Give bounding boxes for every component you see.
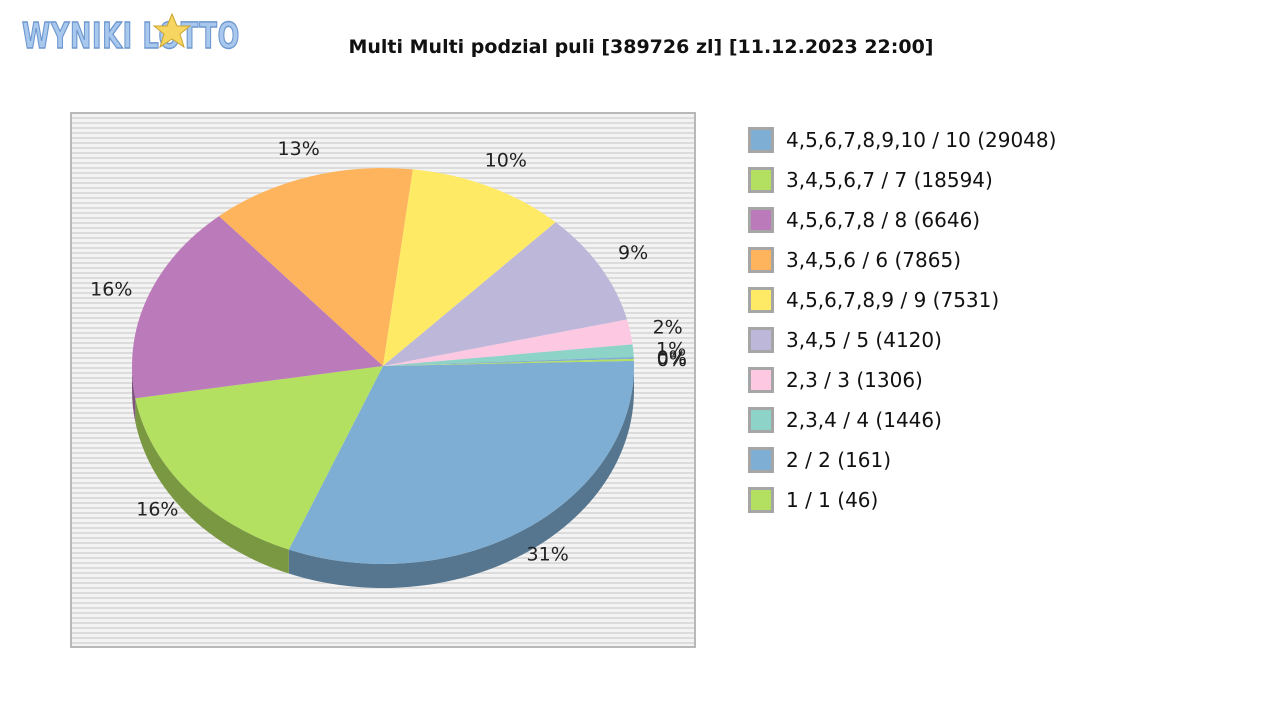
slice-label-7: 1% bbox=[656, 338, 686, 360]
slice-2 bbox=[131, 216, 383, 399]
legend-label: 4,5,6,7,8,9,10 / 10 (29048) bbox=[786, 128, 1057, 152]
legend-label: 3,4,5,6,7 / 7 (18594) bbox=[786, 168, 993, 192]
slice-label-1: 16% bbox=[136, 498, 178, 520]
legend-item: 1 / 1 (46) bbox=[748, 480, 1056, 520]
legend-item: 4,5,6,7,8,9 / 9 (7531) bbox=[748, 280, 1056, 320]
wyniki-lotto-logo[interactable]: WYNIKI LOTTO bbox=[21, 12, 242, 60]
legend-swatch bbox=[748, 247, 774, 273]
legend-swatch bbox=[748, 407, 774, 433]
slice-side-2 bbox=[132, 366, 136, 423]
slice-label-9: 0% bbox=[657, 349, 687, 371]
legend-item: 2,3,4 / 4 (1446) bbox=[748, 400, 1056, 440]
slice-3 bbox=[219, 168, 413, 366]
slice-4 bbox=[383, 169, 556, 366]
slice-side-1 bbox=[135, 398, 289, 574]
slice-1 bbox=[135, 366, 383, 550]
legend-item: 4,5,6,7,8,9,10 / 10 (29048) bbox=[748, 120, 1056, 160]
legend-label: 4,5,6,7,8 / 8 (6646) bbox=[786, 208, 981, 232]
slice-label-8: 0% bbox=[657, 347, 687, 369]
legend-label: 3,4,5,6 / 6 (7865) bbox=[786, 248, 962, 272]
legend-swatch bbox=[748, 207, 774, 233]
legend-swatch bbox=[748, 167, 774, 193]
legend-item: 3,4,5 / 5 (4120) bbox=[748, 320, 1056, 360]
legend-label: 3,4,5 / 5 (4120) bbox=[786, 328, 942, 352]
slice-9 bbox=[383, 358, 634, 366]
legend-swatch bbox=[748, 327, 774, 353]
slice-label-3: 13% bbox=[278, 138, 320, 160]
slice-side-0 bbox=[288, 366, 635, 588]
slice-label-5: 9% bbox=[618, 242, 648, 264]
legend-item: 4,5,6,7,8 / 8 (6646) bbox=[748, 200, 1056, 240]
slice-6 bbox=[383, 319, 633, 366]
slice-5 bbox=[383, 222, 627, 366]
slice-8 bbox=[383, 357, 634, 366]
slice-0 bbox=[288, 360, 634, 565]
legend-label: 2,3,4 / 4 (1446) bbox=[786, 408, 942, 432]
legend-label: 2,3 / 3 (1306) bbox=[786, 368, 923, 392]
legend-swatch bbox=[748, 367, 774, 393]
legend-item: 2 / 2 (161) bbox=[748, 440, 1056, 480]
legend-label: 4,5,6,7,8,9 / 9 (7531) bbox=[786, 288, 1000, 312]
slice-label-0: 31% bbox=[527, 543, 569, 565]
slice-label-4: 10% bbox=[485, 150, 527, 172]
legend-item: 3,4,5,6 / 6 (7865) bbox=[748, 240, 1056, 280]
svg-text:WYNIKI LOTTO: WYNIKI LOTTO bbox=[22, 16, 240, 56]
legend-item: 2,3 / 3 (1306) bbox=[748, 360, 1056, 400]
slice-label-6: 2% bbox=[653, 317, 683, 339]
legend-label: 1 / 1 (46) bbox=[786, 488, 879, 512]
legend: 4,5,6,7,8,9,10 / 10 (29048) 3,4,5,6,7 / 7… bbox=[748, 120, 1056, 520]
legend-label: 2 / 2 (161) bbox=[786, 448, 892, 472]
legend-swatch bbox=[748, 287, 774, 313]
legend-item: 3,4,5,6,7 / 7 (18594) bbox=[748, 160, 1056, 200]
legend-swatch bbox=[748, 127, 774, 153]
slice-7 bbox=[383, 344, 634, 366]
legend-swatch bbox=[748, 447, 774, 473]
chart-title: Multi Multi podzial puli [389726 zl] [11… bbox=[348, 36, 934, 58]
slice-label-2: 16% bbox=[90, 278, 132, 300]
legend-swatch bbox=[748, 487, 774, 513]
